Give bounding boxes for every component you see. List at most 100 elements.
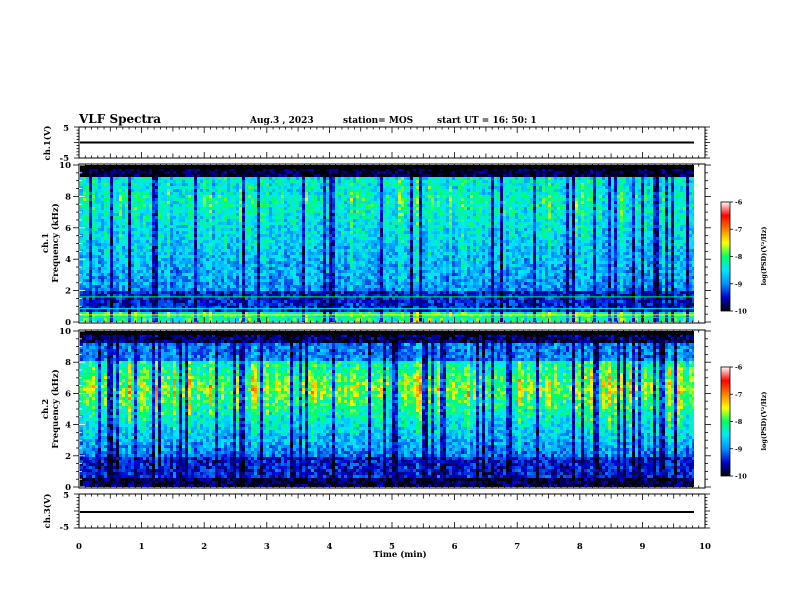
spectrogram-cell	[143, 273, 146, 276]
spectrogram-cell	[311, 297, 314, 300]
spectrogram-cell	[278, 198, 281, 201]
spectrogram-cell	[137, 210, 140, 213]
spectrogram-cell	[356, 231, 359, 234]
spectrogram-cell	[92, 282, 95, 285]
spectrogram-cell	[125, 285, 128, 288]
spectrogram-cell	[116, 231, 119, 234]
spectrogram-cell	[242, 219, 245, 222]
spectrogram-cell	[260, 189, 263, 192]
spectrogram-cell	[224, 207, 227, 210]
spectrogram-cell	[200, 195, 203, 198]
spectrogram-cell	[302, 282, 305, 285]
spectrogram-cell	[179, 222, 182, 225]
spectrogram-cell	[170, 309, 173, 312]
spectrogram-cell	[347, 171, 350, 174]
spectrogram-cell	[101, 240, 104, 243]
spectrogram-cell	[146, 273, 149, 276]
spectrogram-cell	[200, 297, 203, 300]
spectrogram-cell	[83, 192, 86, 195]
spectrogram-cell	[134, 183, 137, 186]
spectrogram-cell	[164, 303, 167, 306]
spectrogram-cell	[341, 210, 344, 213]
spectrogram-cell	[134, 267, 137, 270]
spectrogram-cell	[215, 270, 218, 273]
spectrogram-cell	[200, 285, 203, 288]
spectrogram-cell	[143, 246, 146, 249]
spectrogram-cell	[164, 174, 167, 177]
spectrogram-cell	[206, 207, 209, 210]
spectrogram-cell	[242, 177, 245, 180]
spectrogram-cell	[290, 279, 293, 282]
spectrogram-cell	[335, 240, 338, 243]
station-label: station= MOS	[343, 116, 413, 126]
spectrogram-cell	[110, 294, 113, 297]
spectrogram-cell	[125, 174, 128, 177]
spectrogram-cell	[332, 291, 335, 294]
spectrogram-cell	[185, 195, 188, 198]
spectrogram-cell	[302, 198, 305, 201]
spectrogram-cell	[182, 177, 185, 180]
spectrogram-cell	[344, 279, 347, 282]
spectrogram-cell	[128, 243, 131, 246]
spectrogram-cell	[218, 174, 221, 177]
spectrogram-cell	[308, 270, 311, 273]
spectrogram-cell	[242, 321, 245, 322]
spectrogram-cell	[308, 306, 311, 309]
spectrogram-cell	[149, 312, 152, 315]
spectrogram-cell	[155, 219, 158, 222]
spectrogram-cell	[209, 201, 212, 204]
spectrogram-cell	[227, 240, 230, 243]
spectrogram-cell	[251, 225, 254, 228]
spectrogram-cell	[194, 234, 197, 237]
spectrogram-cell	[347, 201, 350, 204]
spectrogram-cell	[176, 192, 179, 195]
spectrogram-cell	[281, 192, 284, 195]
spectrogram-cell	[143, 186, 146, 189]
spectrogram-cell	[101, 195, 104, 198]
spectrogram-cell	[176, 231, 179, 234]
spectrogram-cell	[137, 318, 140, 321]
spectrogram-cell	[89, 168, 92, 171]
spectrogram-cell	[125, 273, 128, 276]
spectrogram-cell	[356, 258, 359, 261]
spectrogram-cell	[125, 312, 128, 315]
spectrogram-cell	[308, 186, 311, 189]
spectrogram-cell	[257, 309, 260, 312]
spectrogram-cell	[179, 195, 182, 198]
spectrogram-cell	[305, 270, 308, 273]
spectrogram-cell	[329, 279, 332, 282]
spectrogram-cell	[158, 309, 161, 312]
spectrogram-cell	[170, 243, 173, 246]
spectrogram-cell	[209, 180, 212, 183]
spectrogram-cell	[353, 300, 356, 303]
spectrogram-cell	[335, 168, 338, 171]
spectrogram-cell	[92, 234, 95, 237]
spectrogram-cell	[311, 246, 314, 249]
spectrogram-cell	[188, 216, 191, 219]
spectrogram-cell	[182, 240, 185, 243]
spectrogram-cell	[101, 192, 104, 195]
spectrogram-cell	[257, 189, 260, 192]
spectrogram-cell	[98, 237, 101, 240]
spectrogram-cell	[131, 270, 134, 273]
spectrogram-cell	[92, 195, 95, 198]
spectrogram-cell	[119, 315, 122, 318]
spectrogram-cell	[269, 222, 272, 225]
spectrogram-cell	[350, 204, 353, 207]
spectrogram-cell	[83, 204, 86, 207]
spectrogram-cell	[344, 198, 347, 201]
spectrogram-cell	[338, 174, 341, 177]
spectrogram-cell	[263, 291, 266, 294]
spectrogram-cell	[218, 234, 221, 237]
spectrogram-cell	[80, 300, 83, 303]
spectrogram-cell	[131, 237, 134, 240]
spectrogram-cell	[149, 201, 152, 204]
spectrogram-cell	[356, 321, 359, 322]
spectrogram-cell	[203, 174, 206, 177]
spectrogram-cell	[161, 315, 164, 318]
spectrogram-cell	[95, 210, 98, 213]
spectrogram-cell	[293, 288, 296, 291]
spectrogram-cell	[284, 300, 287, 303]
spectrogram-cell	[230, 237, 233, 240]
spectrogram-cell	[110, 252, 113, 255]
